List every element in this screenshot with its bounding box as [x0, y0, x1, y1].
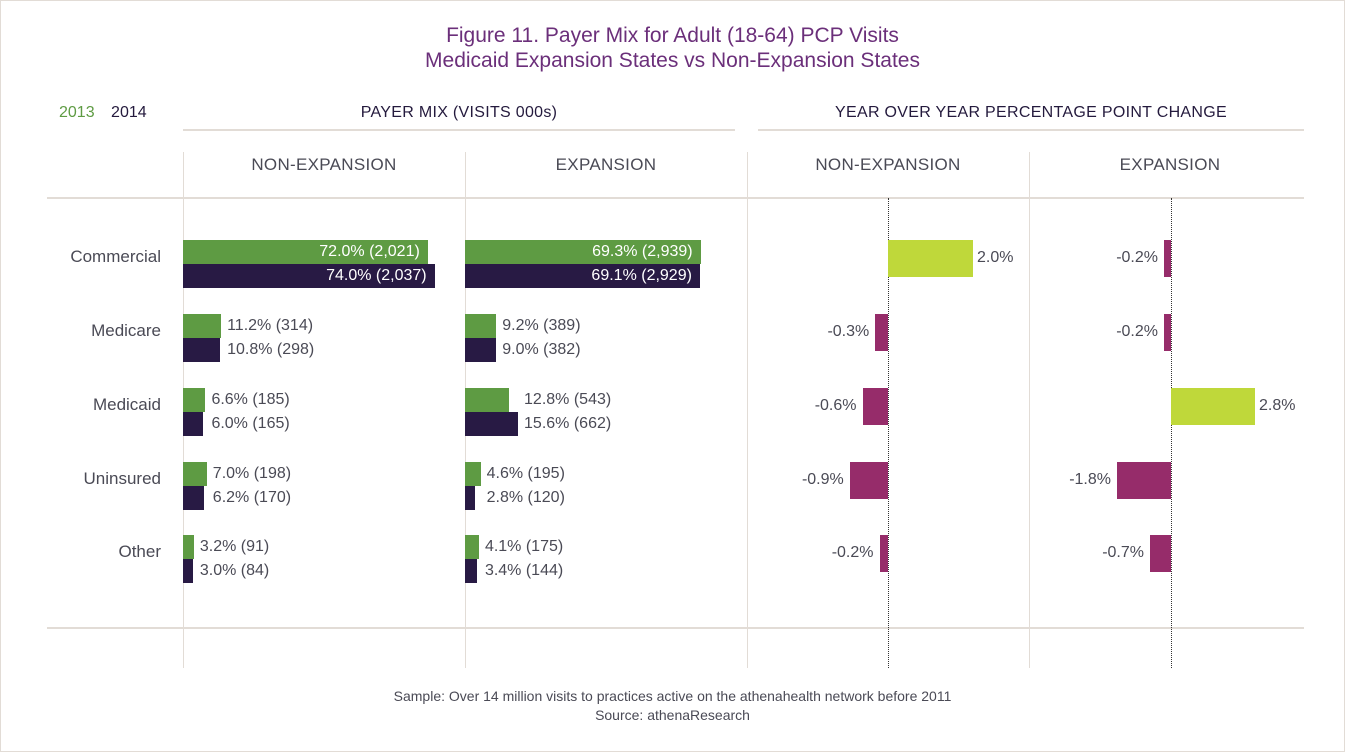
header-rule: [47, 197, 1304, 199]
section-yoy-heading: YEAR OVER YEAR PERCENTAGE POINT CHANGE: [835, 104, 1227, 121]
bar-2014: [465, 338, 496, 362]
change-label: -0.9%: [801, 471, 844, 488]
column-divider: [1029, 152, 1030, 668]
data-label-2014: 3.0% (84): [199, 562, 270, 579]
bar-2013: [183, 388, 206, 412]
change-label: -0.7%: [1102, 544, 1144, 561]
data-label-2013: 3.2% (91): [199, 538, 270, 555]
category-label: Other: [118, 542, 161, 561]
bar-2014: [183, 264, 435, 288]
change-bar: [1117, 462, 1171, 499]
change-bar: [879, 535, 888, 572]
bar-2013: [465, 240, 701, 264]
change-label: -0.6%: [814, 397, 857, 414]
zero-line-expansion: [1171, 198, 1172, 668]
change-bar: [849, 462, 888, 499]
section-payer-mix-heading: PAYER MIX (VISITS 000s): [360, 104, 558, 121]
bar-2013: [183, 535, 194, 559]
data-label-2014: 69.1% (2,929): [591, 267, 692, 284]
column-yoy-nonexpansion: NON-EXPANSION: [815, 155, 961, 174]
bar-2013: [465, 535, 479, 559]
data-label-2013: 4.1% (175): [484, 538, 564, 555]
section-payer-mix-underline: [183, 129, 735, 131]
bar-2013: [465, 462, 481, 486]
bar-2014: [183, 338, 220, 362]
column-mix-expansion: EXPANSION: [555, 155, 657, 174]
change-bar: [1171, 388, 1255, 425]
legend-2013: 2013: [59, 104, 95, 121]
data-label-2013: 72.0% (2,021): [319, 243, 420, 260]
data-label-2013: 12.8% (543): [524, 391, 612, 408]
figure-subtitle: Medicaid Expansion States vs Non-Expansi…: [425, 49, 920, 72]
change-bar: [1164, 240, 1171, 277]
data-label-2014: 3.4% (144): [484, 562, 564, 579]
bar-2014: [465, 486, 475, 510]
change-label: -1.8%: [1069, 471, 1111, 488]
change-label: 2.8%: [1259, 397, 1296, 414]
legend: 2013 2014: [59, 104, 147, 122]
data-label-2013: 11.2% (314): [227, 317, 314, 334]
change-bar: [1150, 535, 1171, 572]
data-label-2014: 6.0% (165): [211, 415, 290, 432]
category-label: Medicare: [91, 321, 161, 340]
zero-line-nonexpansion: [888, 198, 889, 668]
column-mix-nonexpansion: NON-EXPANSION: [251, 155, 397, 174]
category-label: Commercial: [70, 247, 161, 266]
change-label: -0.3%: [827, 323, 870, 340]
data-label-2013: 6.6% (185): [211, 391, 290, 408]
bottom-rule: [47, 627, 1304, 629]
bar-2014: [465, 412, 519, 436]
figure-title: Figure 11. Payer Mix for Adult (18-64) P…: [446, 24, 899, 47]
bar-2014: [465, 264, 700, 288]
category-label: Uninsured: [83, 469, 162, 488]
bar-2013: [465, 314, 497, 338]
change-label: -0.2%: [831, 544, 874, 561]
bar-2013: [183, 240, 428, 264]
data-label-2014: 10.8% (298): [227, 341, 315, 358]
data-label-2013: 9.2% (389): [502, 317, 581, 334]
footnote-sample: Sample: Over 14 million visits to practi…: [393, 688, 952, 704]
bar-2013: [465, 388, 509, 412]
bar-2014: [183, 412, 204, 436]
column-divider: [747, 152, 748, 668]
change-bar: [862, 388, 888, 425]
change-bar: [888, 240, 973, 277]
bar-2013: [183, 462, 207, 486]
change-bar: [1164, 314, 1171, 351]
data-label-2014: 2.8% (120): [486, 489, 565, 506]
footnote-source: Source: athenaResearch: [595, 707, 750, 723]
data-label-2014: 6.2% (170): [212, 489, 292, 506]
legend-2014: 2014: [111, 104, 147, 121]
bar-2014: [183, 486, 205, 510]
section-yoy-underline: [758, 129, 1304, 131]
column-yoy-expansion: EXPANSION: [1119, 155, 1221, 174]
change-bar: [875, 314, 888, 351]
bar-2014: [465, 559, 477, 583]
bar-2013: [183, 314, 222, 338]
data-label-2013: 7.0% (198): [212, 465, 292, 482]
change-label: -0.2%: [1116, 323, 1158, 340]
data-label-2013: 69.3% (2,939): [592, 243, 693, 260]
change-label: -0.2%: [1116, 249, 1158, 266]
data-label-2014: 15.6% (662): [524, 415, 612, 432]
category-label: Medicaid: [92, 395, 161, 414]
data-label-2014: 9.0% (382): [502, 341, 581, 358]
data-label-2013: 4.6% (195): [486, 465, 565, 482]
bar-2014: [183, 559, 194, 583]
data-label-2014: 74.0% (2,037): [326, 267, 427, 284]
change-label: 2.0%: [977, 249, 1014, 266]
